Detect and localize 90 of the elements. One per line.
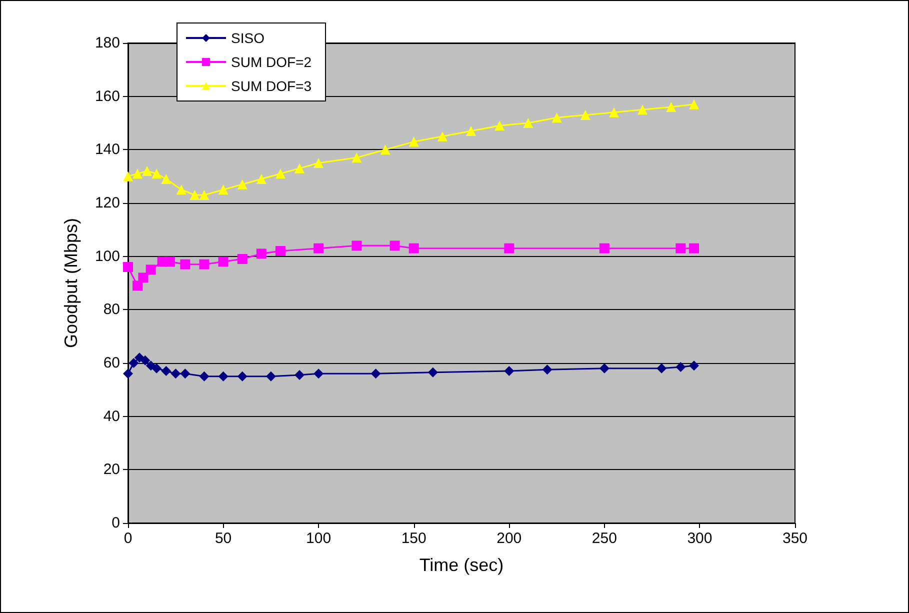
legend-label: SUM DOF=2 <box>231 54 312 70</box>
point <box>599 363 610 374</box>
y-tick-label: 180 <box>94 34 120 52</box>
point <box>152 168 162 179</box>
x-tick-label: 50 <box>214 530 232 547</box>
point <box>676 362 686 372</box>
y-tick-label: 160 <box>94 88 120 105</box>
point <box>275 246 286 256</box>
point <box>676 243 686 254</box>
point <box>494 120 505 131</box>
point <box>408 136 419 147</box>
point <box>428 367 438 378</box>
point <box>161 174 172 184</box>
point <box>199 371 210 382</box>
point <box>138 272 148 283</box>
x-tick-label: 0 <box>124 530 132 547</box>
point <box>146 264 156 275</box>
point <box>199 190 210 200</box>
y-tick-label: 40 <box>103 408 120 425</box>
point <box>176 184 186 195</box>
point <box>608 107 619 118</box>
y-axis-title: Goodput (Mbps) <box>61 218 81 348</box>
point <box>237 254 248 264</box>
y-tick-label: 100 <box>94 248 120 265</box>
x-tick-label: 300 <box>687 530 712 547</box>
point <box>390 240 400 251</box>
point <box>164 256 175 267</box>
legend-label: SUM DOF=3 <box>231 78 312 94</box>
point <box>656 363 667 374</box>
point <box>256 174 266 184</box>
point <box>466 126 476 136</box>
point <box>218 184 228 195</box>
point <box>275 168 286 179</box>
point <box>294 163 305 174</box>
point <box>161 366 172 376</box>
point <box>552 112 562 123</box>
point <box>180 368 190 379</box>
y-tick-label: 0 <box>112 514 120 532</box>
y-tick-label: 80 <box>103 301 120 318</box>
point <box>170 368 181 379</box>
point <box>408 243 419 254</box>
x-tick-label: 250 <box>592 530 617 547</box>
point <box>314 368 324 379</box>
x-tick-label: 200 <box>496 530 522 547</box>
y-tick-label: 60 <box>103 354 120 372</box>
point <box>123 262 133 272</box>
point <box>132 280 143 291</box>
x-tick-label: 350 <box>782 530 808 547</box>
point <box>504 243 514 254</box>
point <box>688 243 699 254</box>
point <box>542 364 552 375</box>
point <box>523 118 534 128</box>
point <box>666 102 676 112</box>
point <box>218 371 228 382</box>
point <box>380 144 390 155</box>
point <box>256 248 266 259</box>
point <box>266 371 276 382</box>
point <box>199 259 210 270</box>
point <box>132 168 143 179</box>
point <box>504 366 514 376</box>
point <box>190 190 200 200</box>
point <box>140 355 150 366</box>
point <box>180 259 190 270</box>
point <box>437 131 448 142</box>
point <box>294 370 305 380</box>
point <box>580 110 590 120</box>
point <box>152 363 162 374</box>
point <box>352 240 362 251</box>
point <box>352 152 362 163</box>
x-tick-label: 150 <box>401 530 426 547</box>
x-tick-label: 100 <box>306 530 332 547</box>
point <box>237 179 248 190</box>
point <box>638 104 648 115</box>
point <box>688 99 699 110</box>
point <box>128 358 139 368</box>
point <box>370 368 381 379</box>
y-tick-label: 20 <box>103 461 120 478</box>
point <box>123 171 133 182</box>
point <box>142 166 152 176</box>
point <box>599 243 610 254</box>
point <box>218 256 228 267</box>
y-tick-label: 140 <box>94 141 120 158</box>
point <box>237 371 248 382</box>
point <box>314 158 324 168</box>
x-axis-title: Time (sec) <box>419 555 504 575</box>
legend-label: SISO <box>231 30 265 46</box>
point <box>688 360 699 371</box>
y-tick-label: 120 <box>94 194 120 212</box>
point <box>123 368 133 379</box>
point <box>314 243 324 254</box>
